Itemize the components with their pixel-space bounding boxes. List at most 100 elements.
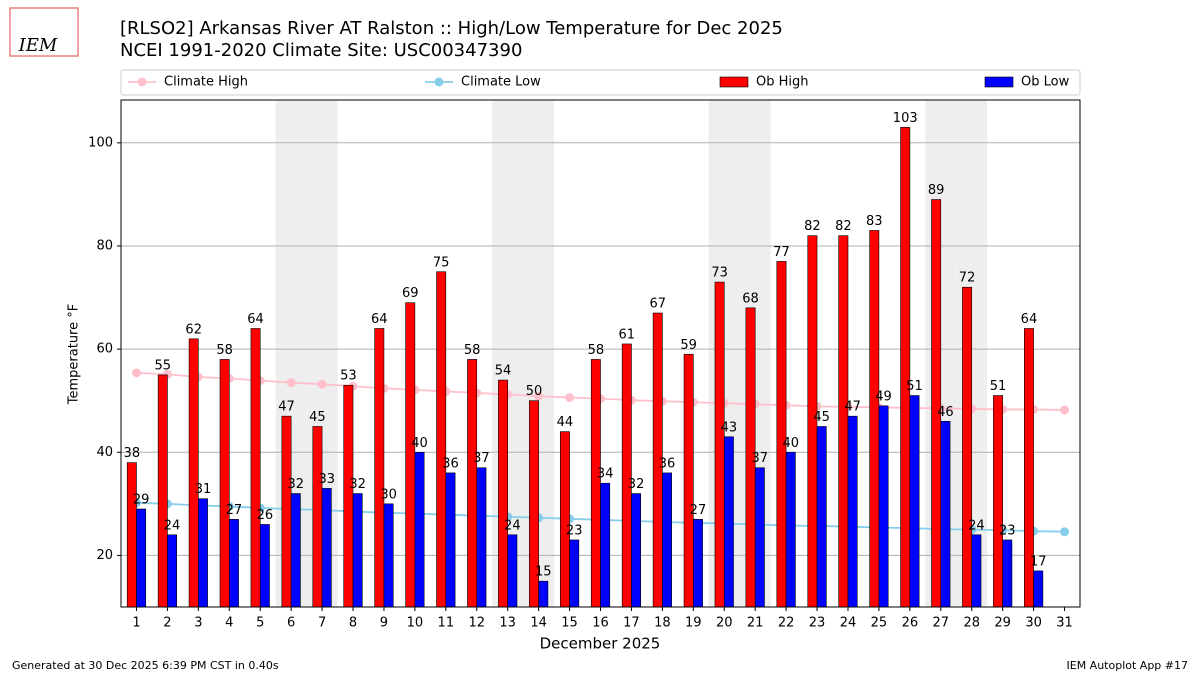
data-label: 46 xyxy=(937,405,954,420)
logo-text: IEM xyxy=(18,35,58,56)
logo xyxy=(9,7,79,57)
data-label: 69 xyxy=(402,286,419,301)
bar xyxy=(847,415,858,608)
x-tick-label: 10 xyxy=(407,616,424,631)
y-tick-label: 20 xyxy=(96,548,113,563)
data-label: 37 xyxy=(473,451,490,466)
x-tick-label: 21 xyxy=(747,616,764,631)
data-label: 29 xyxy=(133,493,150,508)
data-label: 24 xyxy=(504,518,521,533)
legend-label: Ob Low xyxy=(1021,75,1070,90)
data-label: 51 xyxy=(906,379,923,394)
x-tick-label: 17 xyxy=(623,616,640,631)
marker xyxy=(131,368,141,378)
data-label: 53 xyxy=(340,369,357,384)
bar xyxy=(343,384,354,608)
bar xyxy=(693,519,703,608)
marker xyxy=(1060,405,1070,415)
data-label: 49 xyxy=(875,389,892,404)
x-tick-label: 22 xyxy=(778,616,795,631)
x-tick-label: 18 xyxy=(654,616,671,631)
x-tick-label: 8 xyxy=(349,616,357,631)
x-tick-label: 23 xyxy=(809,616,826,631)
data-label: 23 xyxy=(999,523,1016,538)
x-tick-label: 1 xyxy=(132,616,140,631)
bar xyxy=(590,359,601,608)
bar xyxy=(971,534,982,608)
marker xyxy=(565,393,575,403)
data-label: 45 xyxy=(813,410,830,425)
data-label: 103 xyxy=(893,111,918,126)
data-label: 40 xyxy=(411,436,428,451)
legend-label: Climate High xyxy=(164,75,248,90)
data-label: 64 xyxy=(1021,312,1038,327)
legend-label: Climate Low xyxy=(461,75,541,90)
data-label: 62 xyxy=(185,322,202,337)
bar xyxy=(498,379,508,608)
x-tick-label: 31 xyxy=(1056,616,1073,631)
data-label: 44 xyxy=(557,415,574,430)
data-label: 59 xyxy=(680,338,697,353)
x-tick-label: 5 xyxy=(256,616,264,631)
data-label: 40 xyxy=(782,436,799,451)
x-tick-label: 7 xyxy=(318,616,326,631)
bar xyxy=(352,493,363,608)
legend-swatch xyxy=(719,76,749,88)
bar xyxy=(312,426,323,608)
bar xyxy=(993,395,1003,608)
data-label: 82 xyxy=(804,219,821,234)
bar xyxy=(816,426,827,608)
x-tick-label: 28 xyxy=(963,616,980,631)
bar xyxy=(250,328,261,608)
x-tick-label: 2 xyxy=(163,616,171,631)
bar xyxy=(869,230,880,608)
legend-label: Ob High xyxy=(756,75,809,90)
bar xyxy=(445,472,456,608)
data-label: 36 xyxy=(659,456,676,471)
plot-frame xyxy=(120,99,1081,608)
data-label: 64 xyxy=(371,312,388,327)
x-tick-label: 30 xyxy=(1025,616,1042,631)
footer-left: Generated at 30 Dec 2025 6:39 PM CST in … xyxy=(12,659,279,672)
bar xyxy=(167,534,177,608)
data-label: 47 xyxy=(844,400,861,415)
bar xyxy=(188,338,199,608)
x-axis-label: December 2025 xyxy=(540,635,661,653)
data-label: 24 xyxy=(164,518,181,533)
bar xyxy=(631,493,642,608)
data-label: 55 xyxy=(154,358,171,373)
bar xyxy=(559,431,570,608)
bar xyxy=(157,374,168,608)
bar xyxy=(126,462,137,608)
x-tick-label: 6 xyxy=(287,616,295,631)
bar xyxy=(374,328,385,608)
bar xyxy=(569,539,580,608)
bar xyxy=(962,286,973,608)
bar xyxy=(900,127,911,608)
bar xyxy=(228,519,239,608)
marker xyxy=(286,378,296,388)
data-label: 72 xyxy=(959,271,976,286)
data-label: 17 xyxy=(1030,554,1047,569)
marker xyxy=(1060,527,1070,537)
bar xyxy=(931,199,942,608)
data-label: 50 xyxy=(526,384,543,399)
data-label: 30 xyxy=(380,487,397,502)
x-tick-label: 14 xyxy=(530,616,547,631)
bar xyxy=(714,281,725,608)
data-label: 77 xyxy=(773,245,790,260)
data-label: 61 xyxy=(619,327,636,342)
data-label: 32 xyxy=(288,477,305,492)
bar xyxy=(198,498,208,608)
data-label: 23 xyxy=(566,523,583,538)
x-tick-label: 16 xyxy=(592,616,609,631)
bar xyxy=(909,395,920,608)
data-label: 73 xyxy=(711,266,728,281)
x-tick-label: 13 xyxy=(499,616,516,631)
bar xyxy=(723,436,734,608)
y-tick-label: 100 xyxy=(88,135,113,150)
bar xyxy=(1002,539,1013,608)
x-tick-label: 12 xyxy=(468,616,485,631)
data-label: 51 xyxy=(990,379,1007,394)
data-label: 83 xyxy=(866,214,883,229)
